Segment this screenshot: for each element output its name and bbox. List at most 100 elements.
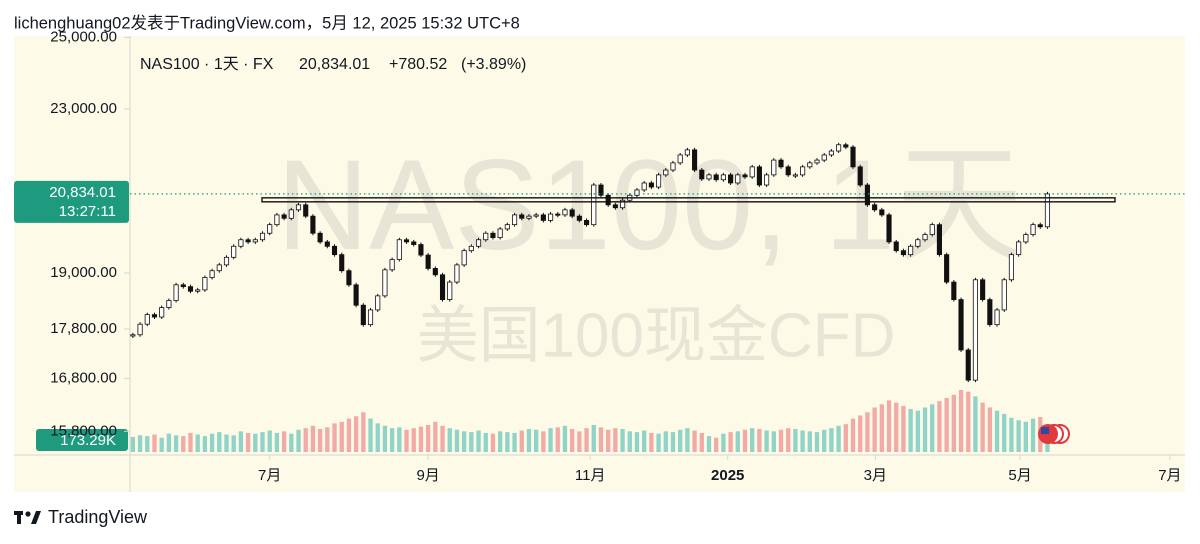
- volume-bar: [195, 434, 200, 452]
- candle-body: [864, 184, 870, 206]
- volume-bar: [548, 428, 553, 452]
- candle-body: [886, 214, 892, 243]
- volume-bar: [483, 432, 488, 452]
- volume-bar: [245, 432, 251, 452]
- volume-bar: [145, 436, 150, 452]
- y-tick-label: 17,800.00: [50, 320, 117, 337]
- candle-body: [706, 174, 712, 180]
- volume-bar: [764, 430, 769, 452]
- candle-body: [569, 209, 575, 217]
- candle-body: [584, 220, 590, 226]
- volume-bar: [793, 428, 798, 452]
- candle-body: [576, 215, 582, 221]
- volume-bar: [814, 432, 820, 452]
- volume-bar: [829, 428, 834, 452]
- volume-bar: [231, 435, 236, 452]
- volume-bar: [173, 435, 179, 452]
- volume-bar: [382, 425, 388, 452]
- candle-body: [1001, 279, 1007, 311]
- volume-bar: [951, 394, 956, 452]
- volume-bar: [591, 424, 596, 452]
- x-tick-label: 2025: [711, 467, 744, 484]
- volume-bar: [433, 421, 438, 452]
- candle-body: [310, 215, 316, 234]
- candle-body: [728, 174, 734, 184]
- volume-bar: [930, 404, 935, 452]
- candle-body: [187, 286, 194, 292]
- candle-body: [497, 228, 503, 238]
- candle-body: [922, 234, 928, 241]
- volume-bar: [886, 400, 892, 452]
- volume-bar: [649, 432, 654, 452]
- volume-bar: [346, 418, 352, 452]
- volume-bar: [778, 429, 784, 452]
- volume-bar: [908, 409, 913, 452]
- volume-bar: [757, 428, 762, 452]
- legend-change: +780.52: [389, 56, 447, 73]
- volume-bar: [497, 431, 503, 452]
- candle-body: [454, 264, 460, 283]
- volume-bar: [721, 433, 726, 452]
- volume-bar: [217, 432, 222, 452]
- candle-body: [173, 284, 179, 301]
- candle-body: [367, 309, 374, 326]
- volume-bar: [238, 431, 244, 452]
- footer-brand: TradingView: [48, 507, 148, 527]
- volume-bar: [469, 432, 474, 452]
- volume-bar: [310, 425, 316, 452]
- candle-layer: [130, 142, 1051, 383]
- volume-bar: [152, 434, 157, 452]
- candle-body: [972, 279, 979, 381]
- candle-body: [180, 284, 186, 288]
- candle-body: [504, 224, 510, 230]
- volume-bar: [137, 435, 143, 452]
- candle-body: [252, 239, 258, 243]
- candle-body: [951, 281, 957, 300]
- volume-bar: [447, 428, 452, 452]
- x-tick-label: 5月: [1008, 467, 1031, 484]
- candle-body: [519, 214, 525, 219]
- candle-body: [403, 239, 410, 243]
- y-tick-label: 16,800.00: [50, 370, 117, 387]
- candle-body: [713, 174, 719, 181]
- candle-body: [749, 166, 755, 178]
- volume-bar: [692, 430, 697, 452]
- candle-body: [216, 264, 222, 272]
- volume-bar: [966, 391, 971, 452]
- volume-bar: [958, 390, 964, 452]
- candle-body: [612, 204, 618, 209]
- candle-body: [929, 224, 935, 235]
- volume-bar: [296, 429, 301, 452]
- candle-body: [965, 349, 971, 381]
- candle-body: [677, 154, 683, 164]
- volume-bar: [627, 431, 632, 452]
- candle-body: [317, 232, 323, 243]
- candle-body: [231, 245, 237, 258]
- volume-bar: [440, 425, 445, 452]
- candle-body: [375, 295, 381, 311]
- candle-body: [908, 245, 914, 256]
- candle-body: [720, 174, 726, 181]
- volume-bar: [670, 432, 676, 452]
- candle-body: [130, 334, 136, 337]
- candle-body: [598, 184, 604, 196]
- candle-body: [663, 169, 669, 176]
- candle-body: [1008, 254, 1015, 281]
- volume-bar: [411, 428, 416, 452]
- candle-body: [821, 154, 827, 161]
- volume-bar: [807, 431, 812, 452]
- volume-bar: [598, 427, 604, 452]
- y-tick-label: 19,000.00: [50, 264, 117, 281]
- candle-body: [1044, 193, 1051, 228]
- volume-bar: [404, 429, 409, 452]
- volume-layer: [130, 390, 1050, 452]
- candle-body: [483, 232, 489, 241]
- volume-bar: [872, 407, 877, 452]
- candle-body: [620, 199, 626, 209]
- volume-bar: [490, 433, 496, 452]
- x-tick-label: 3月: [864, 467, 887, 484]
- volume-bar: [389, 428, 395, 452]
- volume-bar: [512, 432, 517, 452]
- candle-body: [814, 159, 820, 164]
